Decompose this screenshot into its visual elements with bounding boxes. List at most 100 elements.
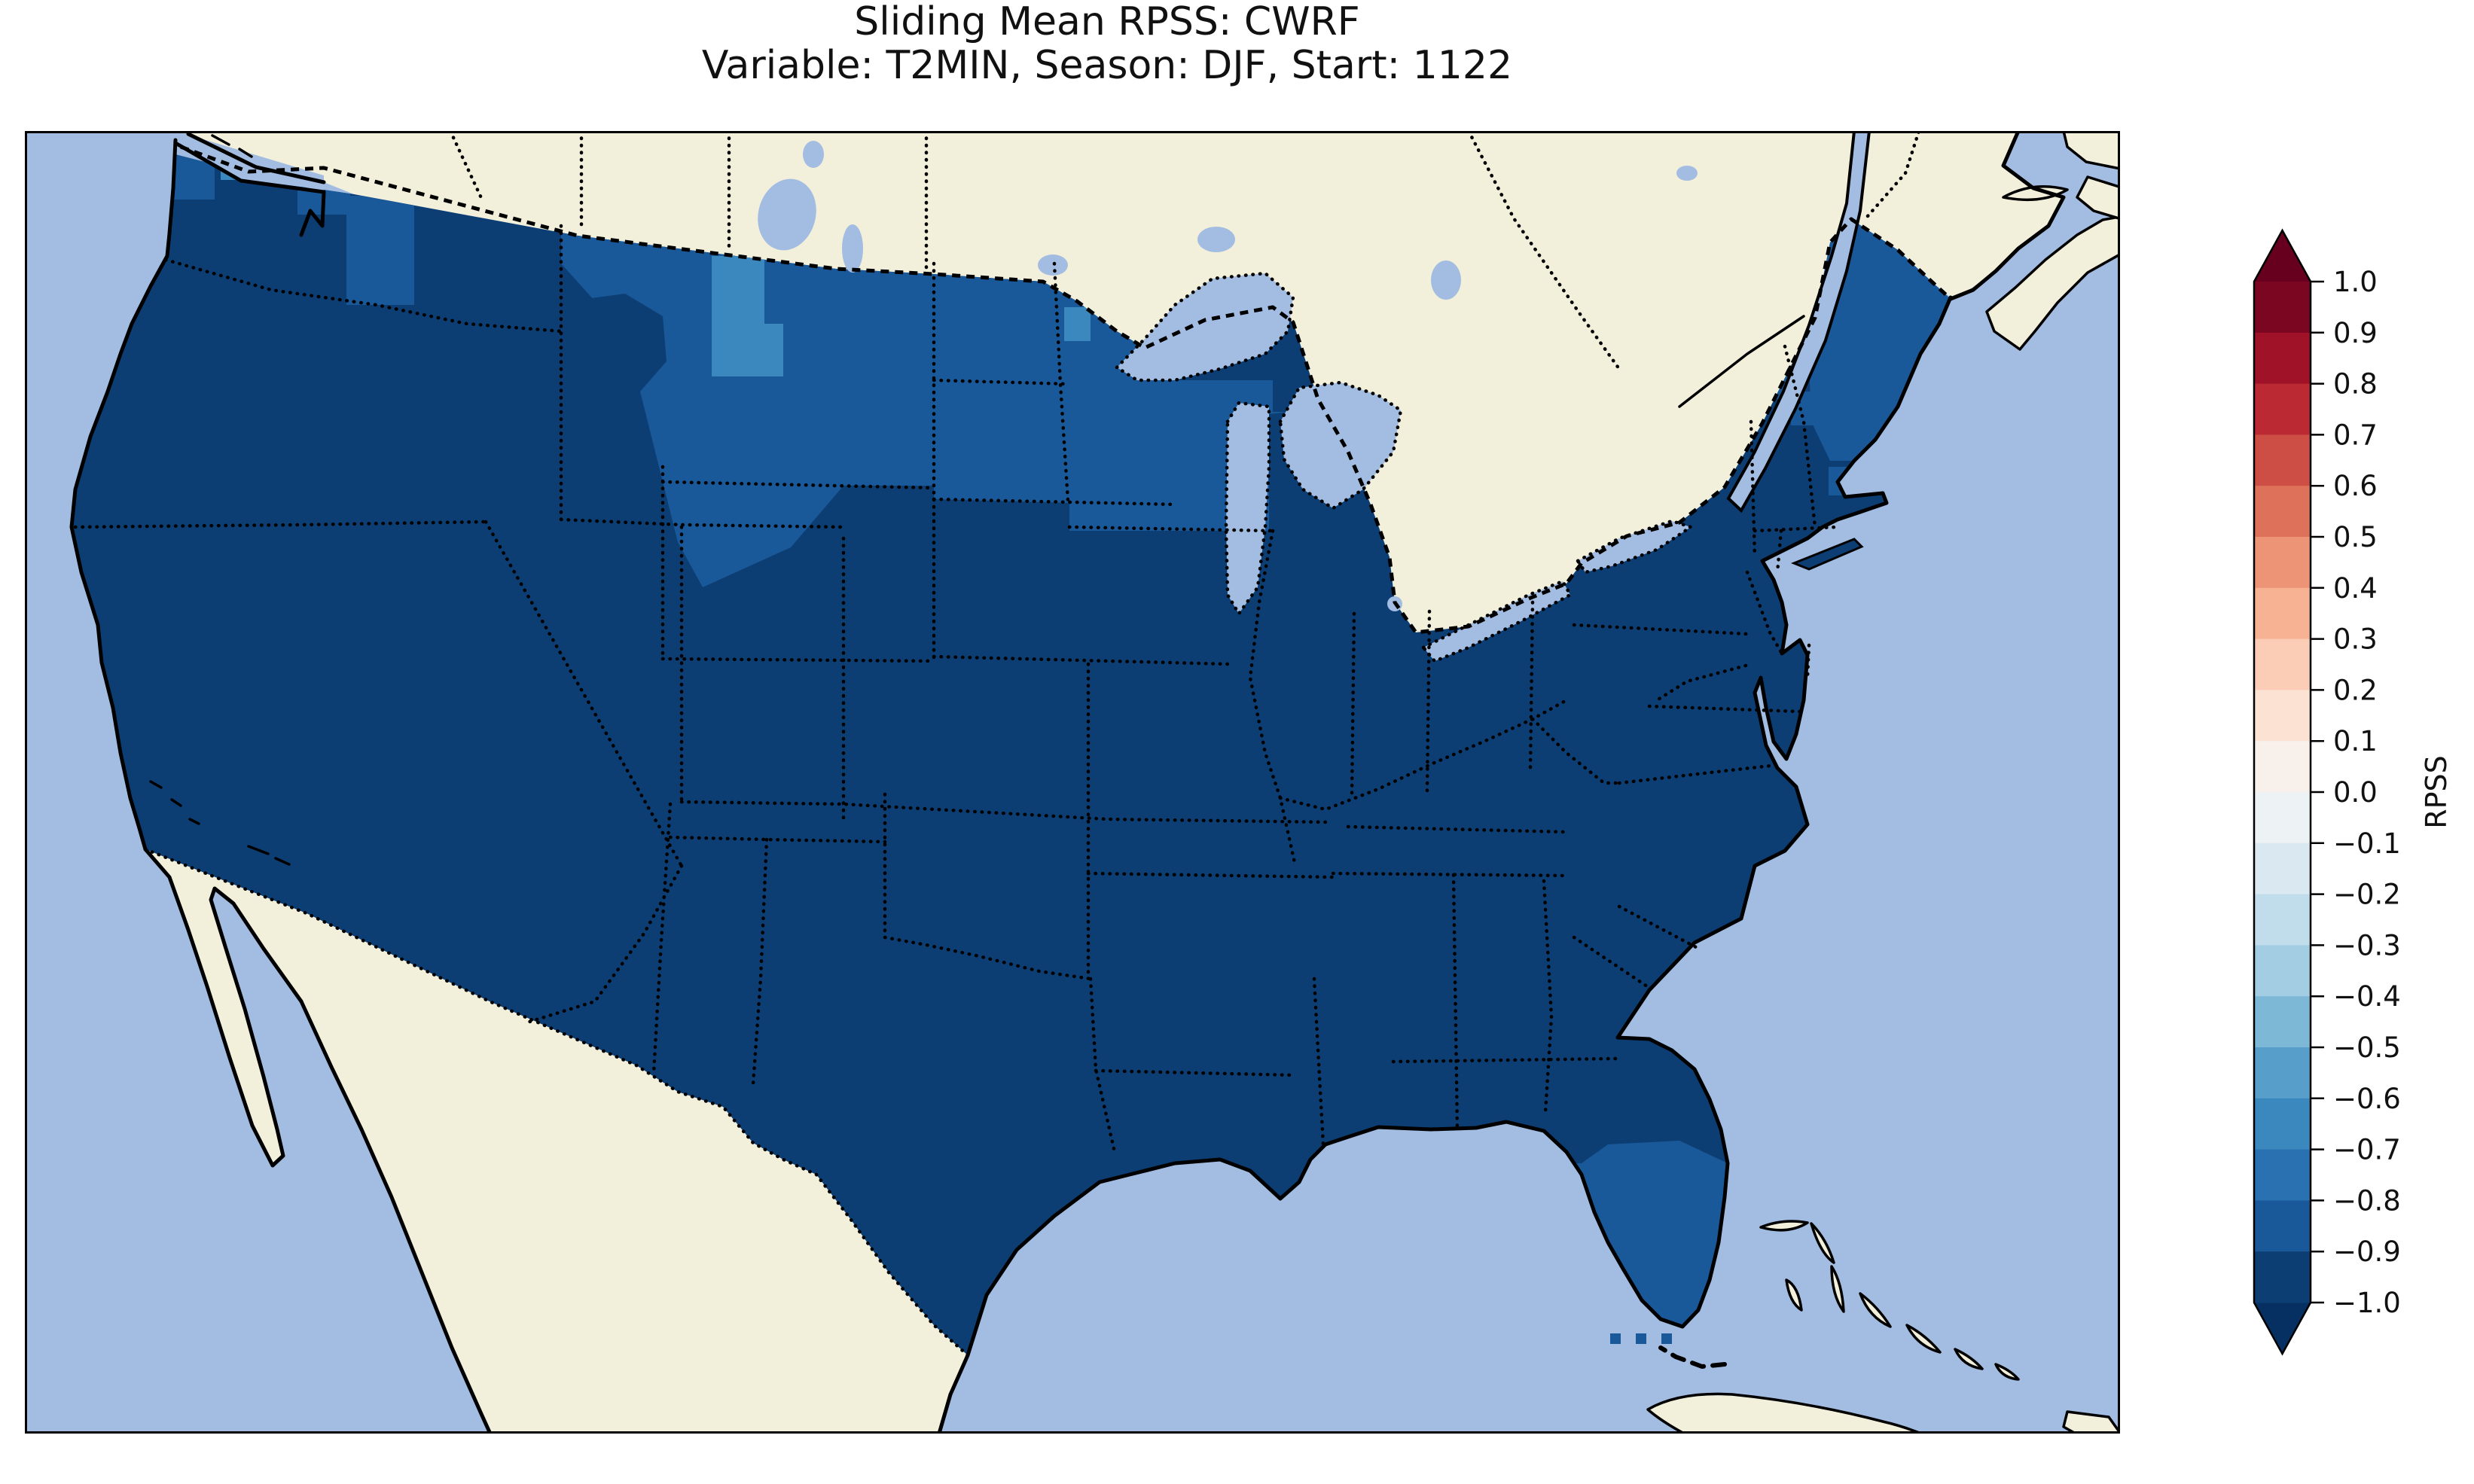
patch-north-dakota-light-2 bbox=[753, 324, 783, 376]
colorbar-band-15 bbox=[2254, 996, 2311, 1048]
title-line-1: Sliding Mean RPSS: CWRF bbox=[854, 0, 1360, 44]
canada-lake-1 bbox=[1431, 261, 1461, 300]
bahamas-island-7 bbox=[1954, 1348, 1984, 1370]
lake-winnipeg bbox=[758, 178, 816, 251]
colorbar-tick-label-0.8: 0.8 bbox=[2333, 368, 2378, 401]
cuba bbox=[1646, 1392, 1925, 1434]
colorbar-band-12 bbox=[2254, 843, 2311, 895]
colorbar-band-7 bbox=[2254, 587, 2311, 640]
mexico-land bbox=[145, 849, 968, 1434]
colorbar-tick-label-−0.7: −0.7 bbox=[2333, 1134, 2401, 1166]
patch-keys-cells bbox=[1610, 1333, 1672, 1344]
map-border bbox=[25, 131, 2120, 1434]
colorbar-band-1 bbox=[2254, 282, 2311, 334]
us-canada-border bbox=[180, 145, 1952, 635]
colorbar-tick-label-1.0: 1.0 bbox=[2333, 266, 2378, 298]
keys-cell-3 bbox=[1661, 1333, 1672, 1344]
newfoundland bbox=[2062, 131, 2120, 170]
lake-superior bbox=[1117, 273, 1293, 380]
bahamas bbox=[1759, 1220, 2020, 1381]
colorbar-tick-label-−0.5: −0.5 bbox=[2333, 1031, 2401, 1064]
prince-edward-island bbox=[2002, 185, 2069, 202]
colorbar-tick-label-0.9: 0.9 bbox=[2333, 317, 2378, 349]
state-borders bbox=[73, 224, 1840, 1154]
keys-cell-1 bbox=[1610, 1333, 1621, 1344]
channel-islands bbox=[149, 780, 291, 866]
lake-huron bbox=[1280, 382, 1401, 508]
bahamas-island-3 bbox=[1785, 1278, 1803, 1312]
patch-minnesota-light bbox=[1064, 307, 1091, 341]
bay-of-fundy bbox=[1952, 232, 2070, 322]
colorbar-extend-min bbox=[2254, 1303, 2311, 1354]
bahamas-island-6 bbox=[1905, 1324, 1942, 1354]
map-figure bbox=[25, 131, 2120, 1434]
colorbar-band-9 bbox=[2254, 690, 2311, 742]
us-mexico-border bbox=[143, 847, 970, 1358]
colorbar-tick-label-0.2: 0.2 bbox=[2333, 674, 2378, 706]
patch-montana-dark-blob bbox=[565, 294, 667, 399]
canada-lake-2 bbox=[1676, 166, 1698, 181]
colorbar-band-16 bbox=[2254, 1047, 2311, 1099]
bahamas-island-4 bbox=[1830, 1265, 1845, 1313]
colorbar-tick-label-−0.9: −0.9 bbox=[2333, 1236, 2401, 1268]
colorbar-band-6 bbox=[2254, 537, 2311, 589]
colorbar-band-20 bbox=[2254, 1251, 2311, 1303]
colorbar-band-17 bbox=[2254, 1098, 2311, 1150]
colorbar-tick-label-0.5: 0.5 bbox=[2333, 521, 2378, 553]
colorbar-band-14 bbox=[2254, 945, 2311, 997]
colorbar-band-13 bbox=[2254, 894, 2311, 946]
colorbar: 1.0 0.9 0.8 0.7 0.6 0.5 0.4 0.3 0.2 0.1 0.0 −0.1 −0.… bbox=[2253, 228, 2453, 1356]
colorbar-tick-label-−0.1: −0.1 bbox=[2333, 827, 2401, 860]
coastline-us-gulf-atlantic bbox=[966, 295, 1953, 1358]
coastline-mexico-gulf bbox=[937, 1353, 970, 1434]
colorbar-tick-label-0.3: 0.3 bbox=[2333, 623, 2378, 656]
coastline-us-west bbox=[69, 138, 178, 852]
colorbar-tick-label-−0.2: −0.2 bbox=[2333, 879, 2401, 911]
hispaniola bbox=[2062, 1410, 2120, 1434]
colorbar-axis-label: RPSS bbox=[2420, 755, 2453, 829]
colorbar-tick-label-−0.3: −0.3 bbox=[2333, 929, 2401, 961]
colorbar-band-11 bbox=[2254, 792, 2311, 844]
bahamas-island-8 bbox=[1994, 1363, 2020, 1381]
colorbar-tick-label-0.6: 0.6 bbox=[2333, 470, 2378, 502]
colorbar-tick-label-0.0: 0.0 bbox=[2333, 776, 2378, 809]
title-line-2: Variable: T2MIN, Season: DJF, Start: 112… bbox=[701, 43, 1513, 88]
patch-idaho bbox=[346, 196, 414, 305]
lake-michigan bbox=[1226, 403, 1269, 614]
colorbar-tick-label-−0.6: −0.6 bbox=[2333, 1083, 2401, 1115]
colorbar-tick-label-0.4: 0.4 bbox=[2333, 572, 2378, 605]
colorbar-extend-max bbox=[2254, 230, 2311, 282]
coastline-strait-south bbox=[173, 141, 326, 237]
patch-florida-peninsula bbox=[1551, 1141, 1728, 1327]
vancouver-island-bits bbox=[211, 134, 253, 158]
us-region-fill bbox=[72, 140, 1951, 1355]
canada-land bbox=[188, 131, 2064, 632]
long-island bbox=[1790, 538, 1864, 571]
bahamas-island-2 bbox=[1810, 1222, 1835, 1264]
colorbar-tick-label-0.1: 0.1 bbox=[2333, 725, 2378, 757]
colorbar-band-2 bbox=[2254, 332, 2311, 385]
figure-title: Sliding Mean RPSS: CWRF Variable: T2MIN,… bbox=[0, 0, 2214, 87]
lake-ontario bbox=[1578, 521, 1691, 572]
colorbar-band-8 bbox=[2254, 638, 2311, 690]
canada-lake-3 bbox=[803, 141, 824, 168]
lake-of-the-woods bbox=[1038, 254, 1068, 276]
colorbar-tick-label-0.7: 0.7 bbox=[2333, 419, 2378, 451]
canada-province-borders bbox=[448, 131, 1921, 371]
colorbar-band-18 bbox=[2254, 1149, 2311, 1201]
keys-cell-2 bbox=[1636, 1333, 1646, 1344]
colorbar-band-19 bbox=[2254, 1200, 2311, 1252]
bahamas-island-1 bbox=[1759, 1220, 1809, 1232]
coastline-new-brunswick bbox=[1948, 131, 2066, 301]
colorbar-tick-label-−1.0: −1.0 bbox=[2333, 1287, 2401, 1319]
colorbar-tick-label-−0.8: −0.8 bbox=[2333, 1184, 2401, 1217]
canada-lakes bbox=[758, 141, 1698, 300]
florida-keys bbox=[1658, 1345, 1727, 1370]
coastline-mexico-pacific bbox=[143, 847, 493, 1434]
colorbar-band-3 bbox=[2254, 383, 2311, 435]
colorbar-band-5 bbox=[2254, 486, 2311, 538]
colorbar-tick-label-−0.4: −0.4 bbox=[2333, 980, 2401, 1013]
coastline-strait-north bbox=[186, 132, 326, 184]
bahamas-island-5 bbox=[1859, 1292, 1892, 1328]
